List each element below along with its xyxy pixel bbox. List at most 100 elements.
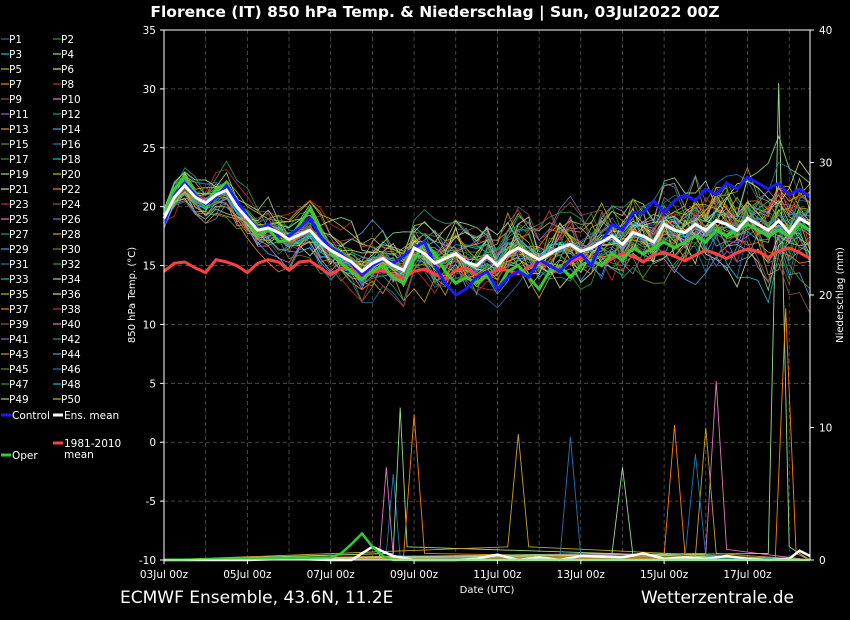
y-axis-right-label: Niederschlag (mm) (835, 247, 846, 343)
x-tick-label: 05Jul 00z (223, 569, 272, 581)
legend-label: P18 (61, 154, 81, 166)
legend-label: P50 (61, 394, 81, 406)
legend-label: P32 (61, 259, 81, 271)
legend-label: P47 (9, 379, 29, 391)
y-tick-right-label: 10 (819, 423, 832, 435)
legend-label: P13 (9, 124, 29, 136)
y-tick-left-label: 30 (143, 84, 156, 96)
legend-label: P37 (9, 304, 29, 316)
y-tick-left-label: 20 (143, 202, 156, 214)
precip-member-line (163, 427, 811, 561)
legend-label: P40 (61, 319, 81, 331)
member-line (163, 182, 811, 280)
legend-label: P20 (61, 169, 81, 181)
y-tick-left-label: 25 (143, 143, 156, 155)
legend-label: P28 (61, 229, 81, 241)
footer-source: ECMWF Ensemble, 43.6N, 11.2E (120, 588, 394, 608)
legend-label: P48 (61, 379, 81, 391)
legend-label: P27 (9, 229, 29, 241)
x-axis-label: Date (UTC) (460, 585, 515, 596)
legend-label: P34 (61, 274, 81, 286)
highlight-lines (162, 174, 811, 297)
x-tick-label: 17Jul 00z (723, 569, 772, 581)
footer-website: Wetterzentrale.de (640, 588, 794, 608)
legend-label: P30 (61, 244, 81, 256)
legend-label: P10 (61, 94, 81, 106)
legend-label-bold: 1981-2010 (64, 438, 121, 450)
x-tick-label: 11Jul 00z (473, 569, 522, 581)
legend-label-bold: Oper (12, 450, 38, 462)
y-tick-left-label: -10 (139, 555, 156, 567)
legend-label: P6 (61, 64, 74, 76)
x-tick-label: 09Jul 00z (390, 569, 439, 581)
y-tick-left-label: 35 (143, 25, 156, 37)
y-tick-right-label: 30 (819, 158, 832, 170)
y-tick-left-label: 5 (149, 378, 156, 390)
legend-label: P19 (9, 169, 29, 181)
legend-label: P17 (9, 154, 29, 166)
y-tick-left-label: 10 (143, 319, 156, 331)
x-axis-ticks: 03Jul 00z 05Jul 00z 07Jul 00z 09Jul 00z 11Ju… (140, 560, 772, 581)
legend-label: P45 (9, 364, 29, 376)
legend-label: P25 (9, 214, 29, 226)
legend-label: P35 (9, 289, 29, 301)
member-line (163, 189, 811, 284)
x-tick-label: 15Jul 00z (640, 569, 689, 581)
legend-label: P22 (61, 184, 81, 196)
legend-label: P9 (9, 94, 22, 106)
y-tick-right-label: 0 (819, 555, 826, 567)
legend-label: P46 (61, 364, 81, 376)
precip-oper-line (163, 531, 810, 562)
legend-label-bold: Ens. mean (64, 410, 119, 422)
legend-label: P49 (9, 394, 29, 406)
grid-lines (164, 30, 810, 560)
x-tick-label: 07Jul 00z (307, 569, 356, 581)
legend-label: P21 (9, 184, 29, 196)
y-tick-left-label: -5 (146, 496, 156, 508)
y-tick-left-label: 15 (143, 261, 156, 273)
legend-label: P23 (9, 199, 29, 211)
x-tick-label: 03Jul 00z (140, 569, 189, 581)
legend-label: P43 (9, 349, 29, 361)
legend-label: P16 (61, 139, 81, 151)
legend-label: P29 (9, 244, 29, 256)
x-tick-label: 13Jul 00z (557, 569, 606, 581)
y-tick-right-label: 40 (819, 25, 832, 37)
precip-member-line (163, 434, 811, 561)
ens-mean-line (162, 183, 811, 274)
member-line (163, 171, 811, 307)
legend-label: P36 (61, 289, 81, 301)
legend-label: P3 (9, 49, 22, 61)
legend-label: P38 (61, 304, 81, 316)
legend-label: P26 (61, 214, 81, 226)
legend-label: P1 (9, 34, 22, 46)
legend-label: P31 (9, 259, 29, 271)
y-axis-left-ticks: 35 30 25 20 15 10 5 0 -5 -10 (139, 25, 164, 567)
precip-member-line (163, 407, 811, 561)
legend-label: P14 (61, 124, 81, 136)
legend-label: P11 (9, 109, 29, 121)
member-line (163, 171, 811, 281)
legend-label-bold: Control (12, 410, 50, 422)
legend-label-bold: mean (64, 449, 94, 461)
legend-label: P24 (61, 199, 81, 211)
oper-line (162, 174, 811, 292)
legend-label: P15 (9, 139, 29, 151)
legend-label: P5 (9, 64, 22, 76)
y-axis-right-ticks: 40 30 20 10 0 (810, 25, 832, 567)
legend-label: P4 (61, 49, 74, 61)
chart-title: Florence (IT) 850 hPa Temp. & Niederschl… (150, 3, 719, 22)
legend-label: P12 (61, 109, 81, 121)
y-tick-right-label: 20 (819, 290, 832, 302)
y-tick-left-label: 0 (149, 437, 156, 449)
member-line (163, 174, 811, 287)
legend-label: P8 (61, 79, 74, 91)
legend: P1 P2 P3 P4 P5 P6 P7 P8 P9 P10 P11 P12 P13 P14 P15 P16 P… (1, 34, 121, 462)
y-axis-left-label: 850 hPa Temp. (°C) (127, 247, 138, 343)
legend-label: P41 (9, 334, 29, 346)
legend-label: P33 (9, 274, 29, 286)
legend-label: P2 (61, 34, 74, 46)
precip-member-line (163, 381, 811, 561)
legend-label: P39 (9, 319, 29, 331)
